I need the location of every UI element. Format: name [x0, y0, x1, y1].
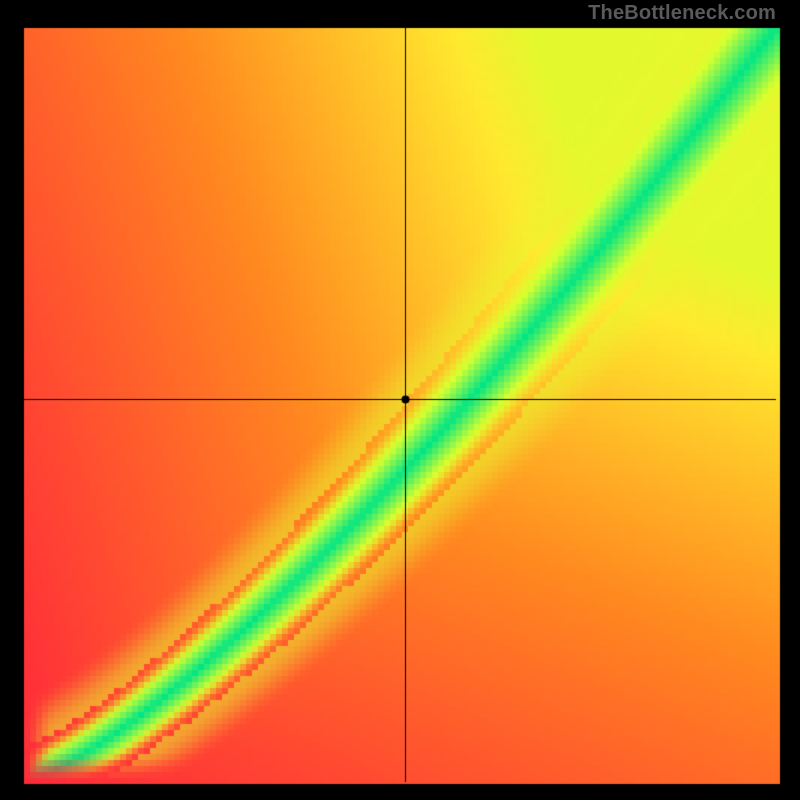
bottleneck-heatmap [0, 0, 800, 800]
watermark-text: TheBottleneck.com [588, 2, 776, 25]
